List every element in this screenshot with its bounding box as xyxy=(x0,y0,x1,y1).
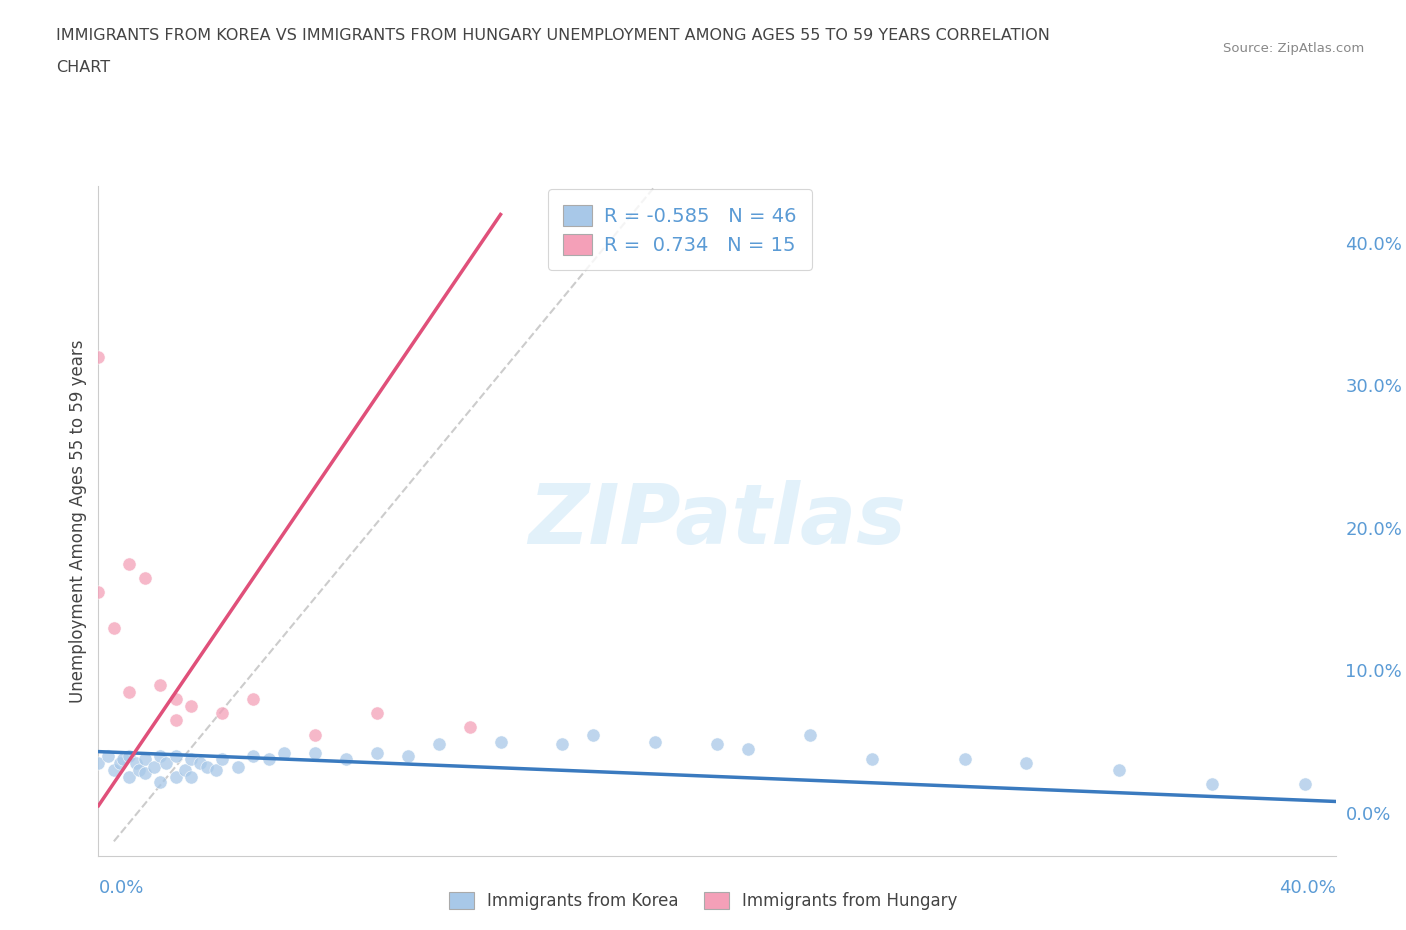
Point xyxy=(87,585,110,600)
Text: ZIPatlas: ZIPatlas xyxy=(529,480,905,562)
Point xyxy=(149,749,172,764)
Point xyxy=(112,751,135,766)
Y-axis label: Unemployment Among Ages 55 to 59 years: Unemployment Among Ages 55 to 59 years xyxy=(69,339,87,702)
Point xyxy=(124,755,146,770)
Point xyxy=(205,763,228,777)
Point xyxy=(1015,755,1038,770)
Text: Source: ZipAtlas.com: Source: ZipAtlas.com xyxy=(1223,42,1364,55)
Point xyxy=(799,727,821,742)
Point xyxy=(97,749,120,764)
Text: IMMIGRANTS FROM KOREA VS IMMIGRANTS FROM HUNGARY UNEMPLOYMENT AMONG AGES 55 TO 5: IMMIGRANTS FROM KOREA VS IMMIGRANTS FROM… xyxy=(56,28,1050,43)
Point xyxy=(118,770,141,785)
Point xyxy=(165,691,187,706)
Point xyxy=(396,749,419,764)
Text: 0.0%: 0.0% xyxy=(98,879,143,897)
Point xyxy=(242,749,264,764)
Point xyxy=(180,770,202,785)
Point xyxy=(155,755,177,770)
Point xyxy=(427,737,450,752)
Point xyxy=(335,751,357,766)
Point xyxy=(128,763,150,777)
Point xyxy=(118,749,141,764)
Point xyxy=(1108,763,1130,777)
Point xyxy=(180,698,202,713)
Point xyxy=(174,763,197,777)
Point xyxy=(87,755,110,770)
Point xyxy=(165,712,187,727)
Point xyxy=(211,751,233,766)
Point xyxy=(180,751,202,766)
Point xyxy=(737,741,759,756)
Point xyxy=(366,746,388,761)
Point xyxy=(644,734,666,749)
Text: 40.0%: 40.0% xyxy=(1279,879,1336,897)
Legend: Immigrants from Korea, Immigrants from Hungary: Immigrants from Korea, Immigrants from H… xyxy=(441,885,965,917)
Point xyxy=(149,774,172,789)
Point xyxy=(118,684,141,699)
Point xyxy=(1201,777,1223,791)
Point xyxy=(489,734,512,749)
Point xyxy=(242,691,264,706)
Point xyxy=(118,556,141,571)
Point xyxy=(366,706,388,721)
Point xyxy=(582,727,605,742)
Point xyxy=(195,760,218,775)
Point xyxy=(953,751,976,766)
Point xyxy=(551,737,574,752)
Point xyxy=(165,770,187,785)
Point xyxy=(103,620,125,635)
Point xyxy=(134,570,156,585)
Point xyxy=(134,751,156,766)
Point xyxy=(103,763,125,777)
Text: CHART: CHART xyxy=(56,60,110,75)
Point xyxy=(211,706,233,721)
Point xyxy=(304,727,326,742)
Point xyxy=(1294,777,1316,791)
Point xyxy=(860,751,883,766)
Point xyxy=(134,765,156,780)
Point xyxy=(190,755,212,770)
Point xyxy=(87,350,110,365)
Point xyxy=(143,760,166,775)
Point xyxy=(257,751,280,766)
Point xyxy=(304,746,326,761)
Point xyxy=(149,677,172,692)
Legend: R = -0.585   N = 46, R =  0.734   N = 15: R = -0.585 N = 46, R = 0.734 N = 15 xyxy=(548,189,813,271)
Point xyxy=(273,746,295,761)
Point xyxy=(706,737,728,752)
Point xyxy=(226,760,249,775)
Point xyxy=(108,755,131,770)
Point xyxy=(458,720,481,735)
Point xyxy=(165,749,187,764)
